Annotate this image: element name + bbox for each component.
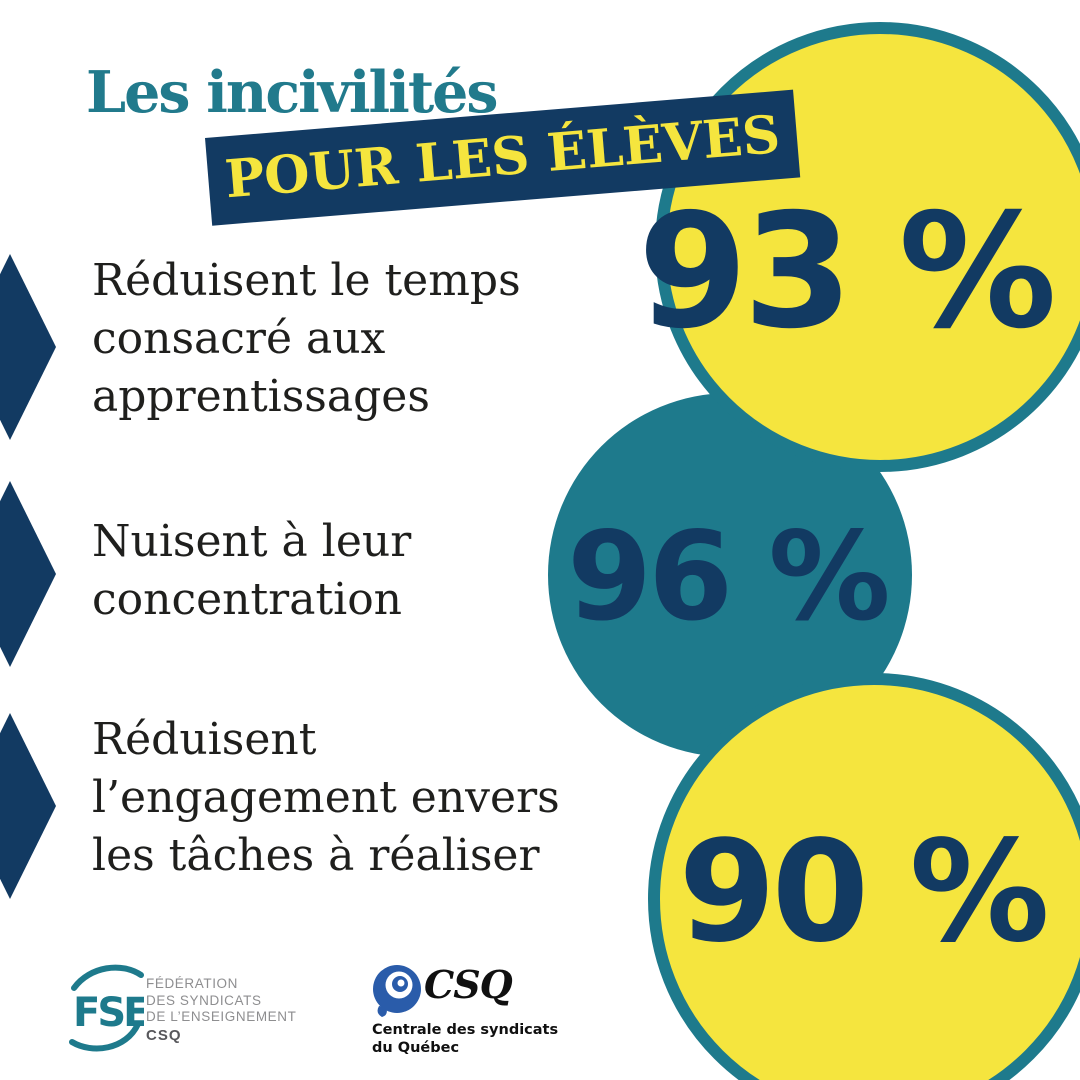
- chevron-right-icon: [0, 481, 56, 667]
- stat-label-line: Nuisent à leur: [92, 516, 412, 567]
- stat-label-line: les tâches à réaliser: [92, 830, 540, 881]
- csq-logo-icon: [373, 965, 421, 1017]
- chevron-right-icon: [0, 713, 56, 899]
- stat-label-line: apprentissages: [92, 371, 430, 422]
- stat-label-line: consacré aux: [92, 313, 386, 364]
- fse-name-line: FÉDÉRATION: [146, 976, 239, 991]
- stat-label-line: Réduisent: [92, 714, 317, 765]
- stat-circle-90: [648, 673, 1080, 1080]
- stat-value-90: 90 %: [678, 811, 1049, 974]
- fse-logo-icon: FSE: [69, 964, 144, 1052]
- stat-value-93: 93 %: [637, 180, 1057, 364]
- fse-affiliation: CSQ: [146, 1026, 182, 1044]
- stat-label-line: concentration: [92, 574, 403, 625]
- stat-label-96: Nuisent à leur concentration: [92, 513, 411, 629]
- stat-label-line: Réduisent le temps: [92, 255, 521, 306]
- stat-label-90: Réduisent l’engagement envers les tâches…: [92, 711, 560, 885]
- fse-monogram: FSE: [73, 990, 144, 1036]
- stat-label-93: Réduisent le temps consacré aux apprenti…: [92, 252, 521, 426]
- csq-name-line: du Québec: [372, 1039, 460, 1056]
- fse-name-line: DE L’ENSEIGNEMENT: [146, 1009, 297, 1024]
- page-title: Les incivilités: [86, 59, 498, 126]
- fse-name-line: DES SYNDICATS: [146, 992, 262, 1008]
- csq-name-line: Centrale des syndicats: [372, 1022, 559, 1038]
- stat-label-line: l’engagement envers: [92, 772, 560, 823]
- csq-name: Centrale des syndicats du Québec: [372, 1022, 558, 1057]
- chevron-right-icon: [0, 254, 56, 440]
- stat-value-96: 96 %: [567, 506, 891, 648]
- footer-logos: FSE FÉDÉRATION DES SYNDICATS DE L’ENSEIG…: [0, 950, 1080, 1080]
- fse-name: FÉDÉRATION DES SYNDICATS DE L’ENSEIGNEME…: [146, 976, 296, 1044]
- csq-wordmark: CSQ: [424, 962, 513, 1007]
